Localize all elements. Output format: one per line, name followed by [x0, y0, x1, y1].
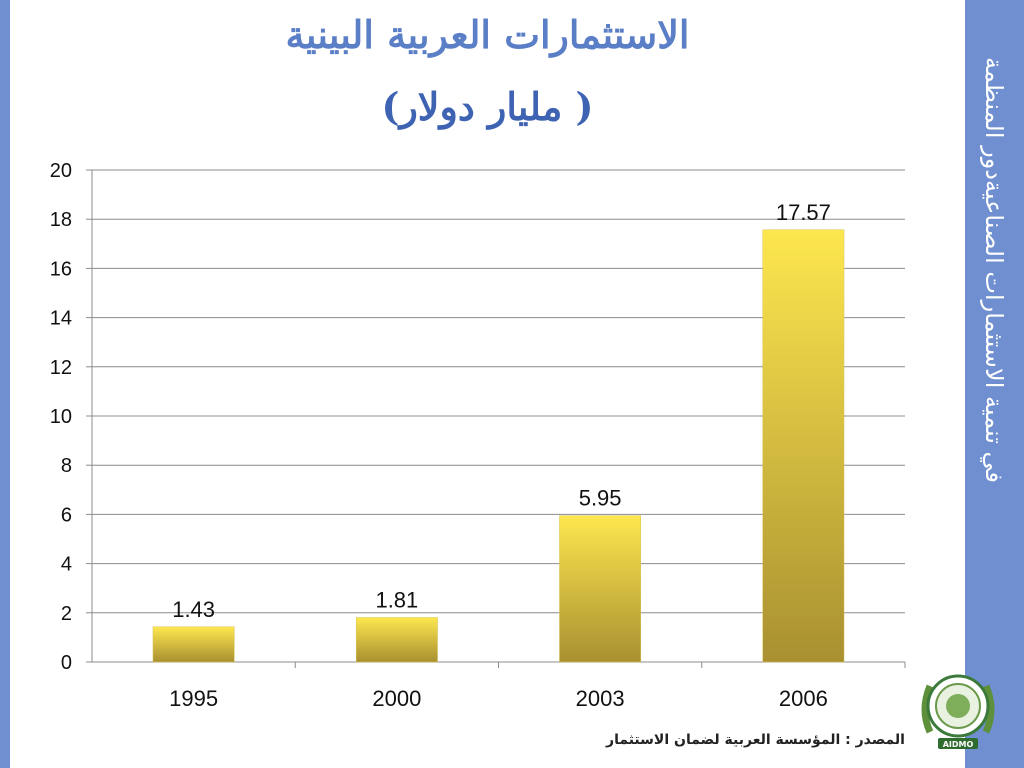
laurel-wreath-icon [921, 684, 995, 734]
bar-2003 [559, 515, 642, 663]
y-tick-label: 6 [61, 504, 72, 526]
y-tick-label: 14 [50, 308, 72, 330]
data-label-2006: 17.57 [776, 200, 831, 225]
right-side-bar [965, 0, 1024, 768]
data-label-2000: 1.81 [375, 587, 418, 612]
y-tick-label: 2 [61, 603, 72, 625]
organization-logo: AIDMO [921, 674, 995, 749]
x-tick-label-2003: 2003 [576, 686, 625, 711]
left-accent-bar [0, 0, 10, 768]
chart-subtitle: ( مليار دولار) [381, 84, 594, 129]
y-tick-label: 0 [61, 652, 72, 674]
y-tick-label: 10 [50, 406, 72, 428]
y-tick-label: 20 [50, 160, 72, 182]
source-note: المصدر : المؤسسة العربية لضمان الاستثمار [606, 732, 905, 748]
chart-title: الاستثمارات العربية البينية [285, 12, 690, 57]
x-tick-label-2006: 2006 [779, 686, 828, 711]
x-tick-label-2000: 2000 [372, 686, 421, 711]
bar-1995 [152, 626, 235, 663]
svg-text:AIDMO: AIDMO [943, 740, 974, 749]
data-label-2003: 5.95 [579, 486, 622, 511]
y-tick-label: 18 [50, 209, 72, 231]
bar-2000 [355, 617, 438, 663]
y-tick-label: 16 [50, 258, 72, 280]
x-tick-label-1995: 1995 [169, 686, 218, 711]
data-label-1995: 1.43 [172, 597, 215, 622]
y-tick-label: 12 [50, 357, 72, 379]
y-tick-label: 4 [61, 554, 72, 576]
bar-2006 [762, 229, 845, 663]
y-tick-label: 8 [61, 455, 72, 477]
